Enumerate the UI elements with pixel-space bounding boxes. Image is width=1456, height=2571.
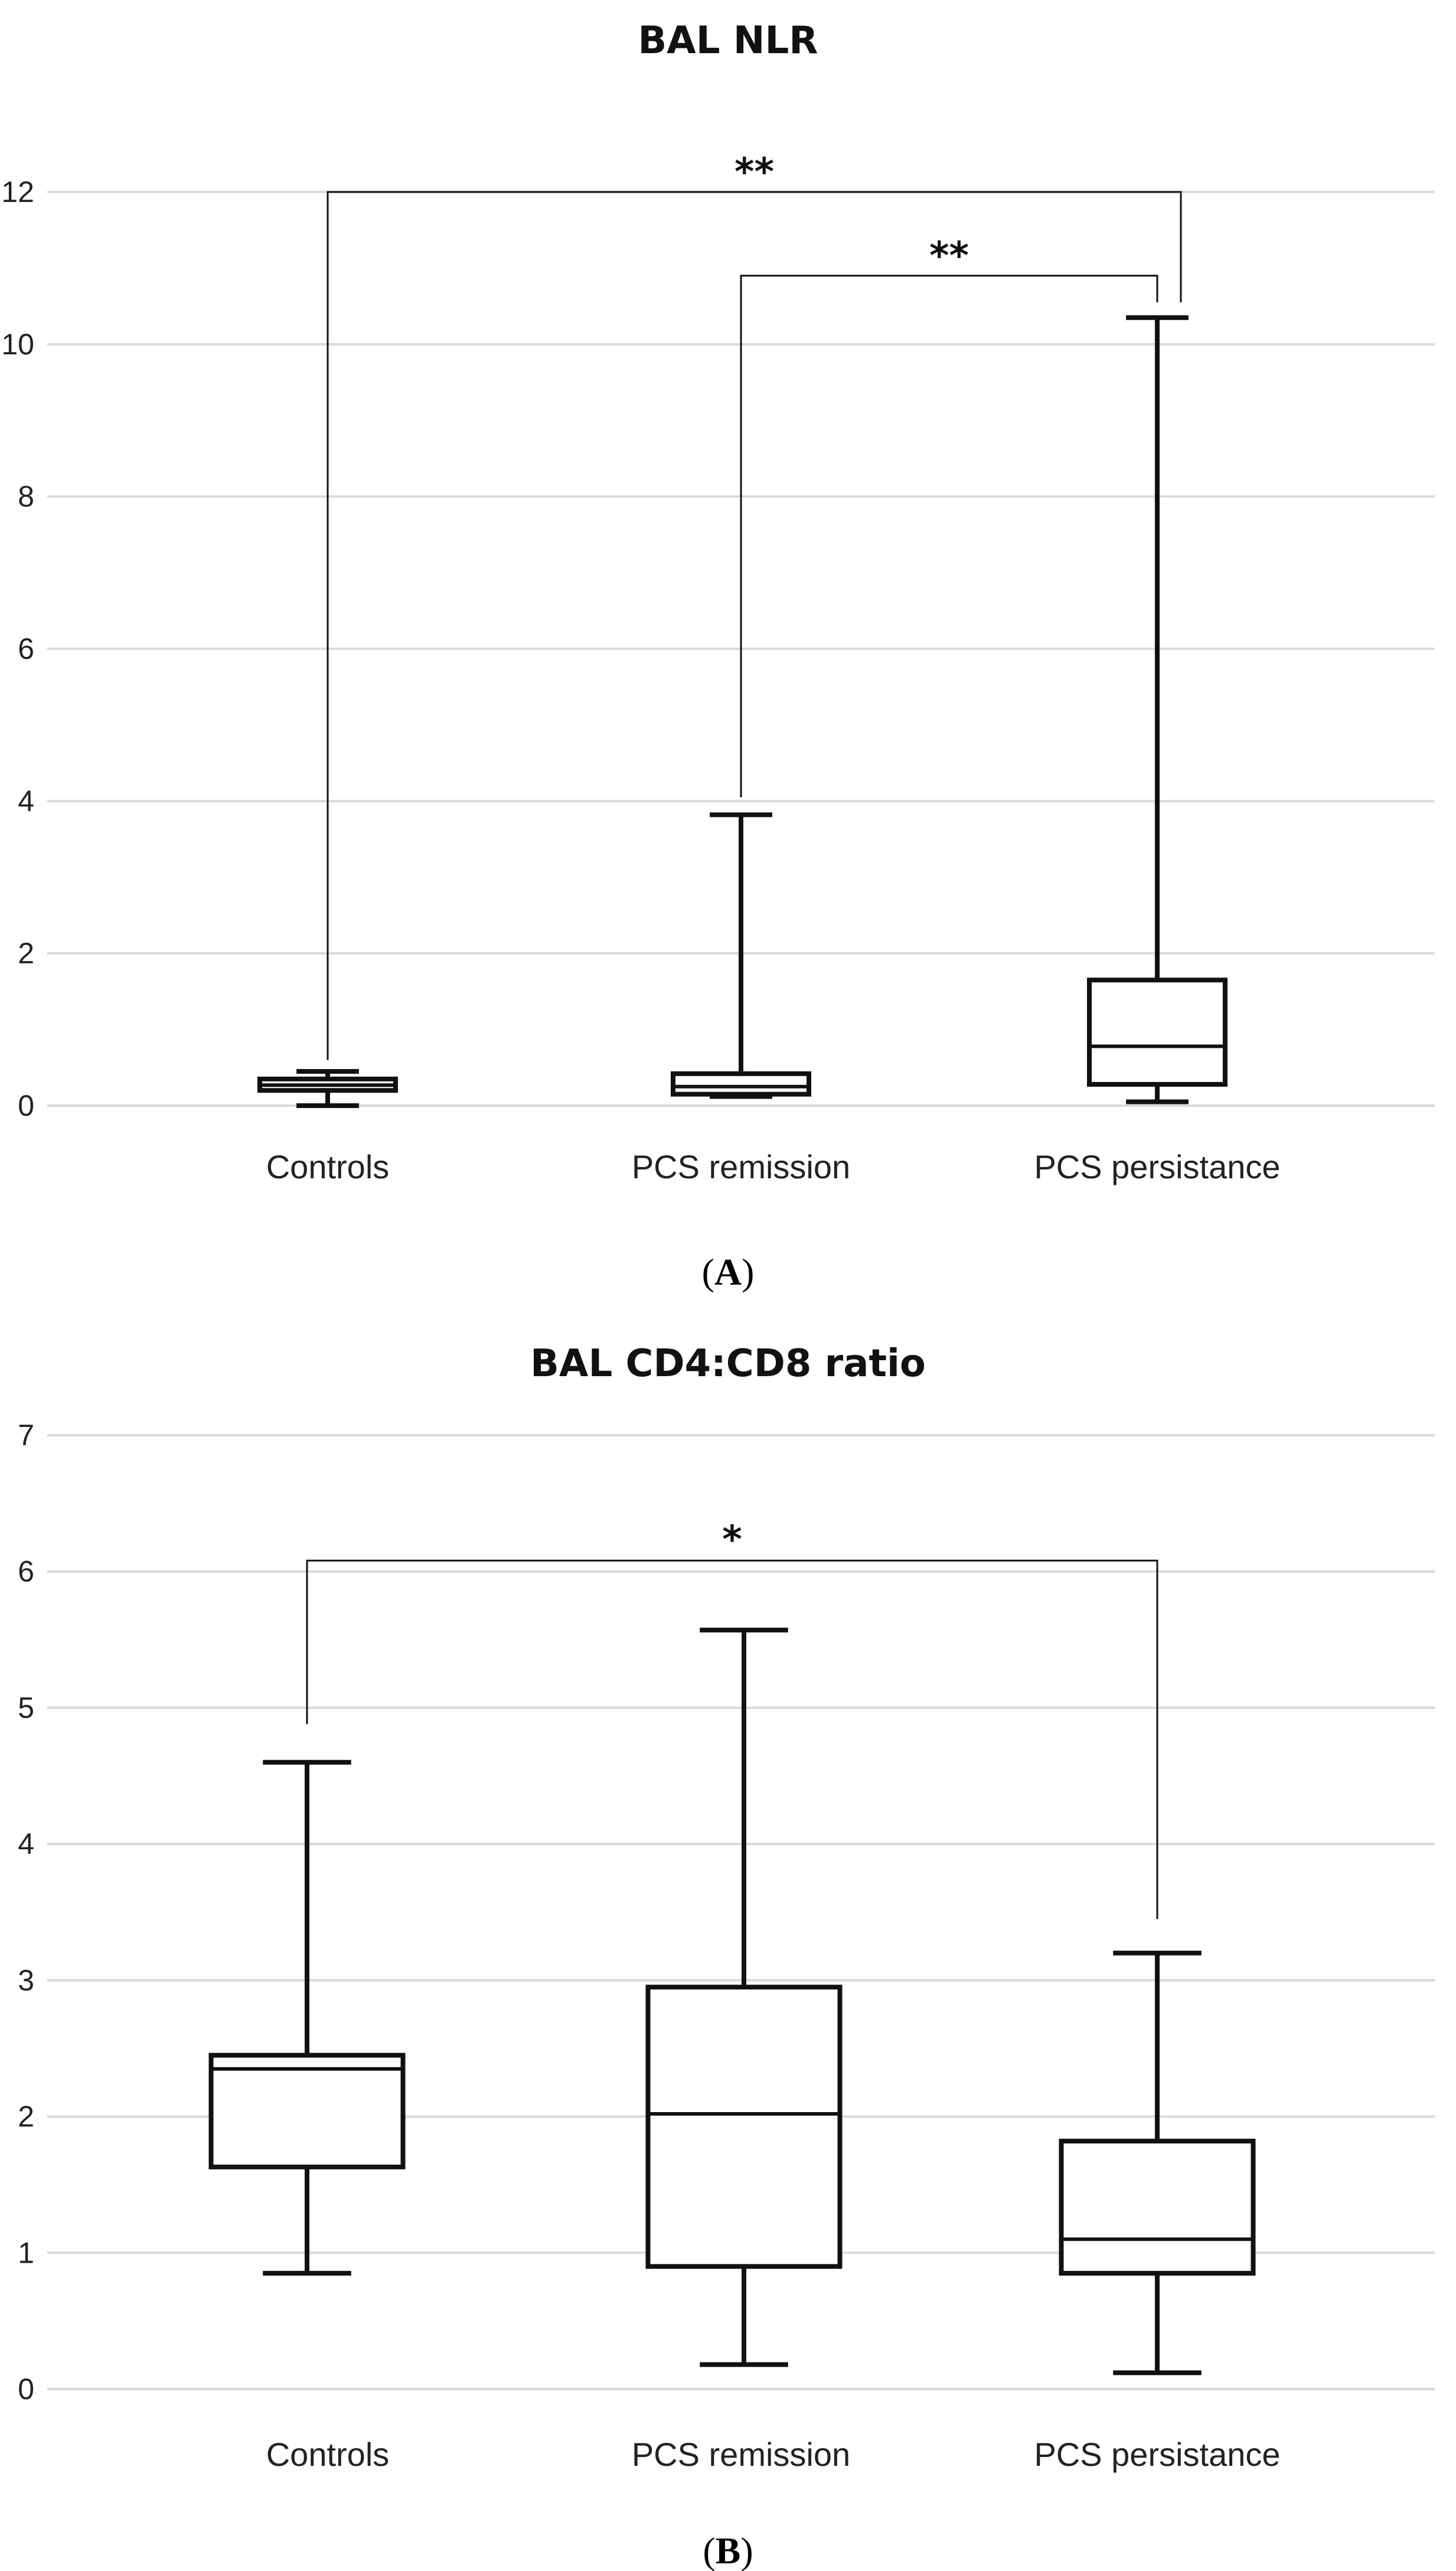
y-tick-label: 4 — [18, 1827, 34, 1860]
chart-b-boxes — [208, 1627, 1256, 2376]
y-tick-label: 4 — [18, 784, 34, 817]
chart-b-significance: * — [306, 1518, 1158, 1920]
chart-a-boxes — [257, 315, 1228, 1108]
category-label: PCS remission — [632, 1148, 850, 1185]
significance-label: * — [722, 1518, 742, 1562]
chart-b-x-axis: Controls PCS remission PCS persistance — [266, 2436, 1281, 2473]
iqr-box — [645, 1985, 843, 2269]
chart-b: BAL CD4:CD8 ratio 0 1 2 3 4 5 6 7 * Controls PC… — [18, 1342, 1435, 2473]
chart-a-y-axis: 0 2 4 6 8 10 12 — [1, 175, 34, 1122]
chart-a-x-axis: Controls PCS remission PCS persistance — [266, 1148, 1281, 1185]
box-group — [208, 1759, 406, 2276]
y-tick-label: 6 — [18, 633, 34, 666]
category-label: PCS persistance — [1034, 2436, 1280, 2473]
iqr-box — [1087, 977, 1228, 1087]
significance-bracket — [306, 1559, 1158, 1920]
y-tick-label: 0 — [18, 2373, 34, 2406]
y-tick-label: 2 — [18, 937, 34, 970]
significance-bracket — [327, 191, 1182, 1060]
y-tick-label: 1 — [18, 2236, 34, 2269]
chart-b-y-axis: 0 1 2 3 4 5 6 7 — [18, 1419, 34, 2406]
y-tick-label: 8 — [18, 480, 34, 513]
y-tick-label: 7 — [18, 1419, 34, 1452]
y-tick-label: 10 — [1, 328, 34, 361]
category-label: PCS persistance — [1034, 1148, 1280, 1185]
chart-a-title: BAL NLR — [638, 19, 818, 63]
box-group — [671, 812, 811, 1099]
significance-label: ** — [929, 234, 969, 278]
y-tick-label: 5 — [18, 1691, 34, 1724]
y-tick-label: 12 — [1, 175, 34, 208]
significance-label: ** — [734, 151, 774, 194]
significance-bracket — [740, 275, 1158, 797]
chart-a-significance: ** ** — [327, 151, 1182, 1060]
category-label: PCS remission — [632, 2436, 850, 2473]
box-group — [645, 1627, 843, 2367]
chart-b-title: BAL CD4:CD8 ratio — [530, 1342, 926, 1386]
panel-label-a: (A) — [702, 1251, 755, 1293]
iqr-box — [208, 2052, 406, 2169]
y-tick-label: 3 — [18, 1964, 34, 1997]
y-tick-label: 0 — [18, 1089, 34, 1122]
panel-label-b: (B) — [703, 2530, 753, 2571]
chart-a: BAL NLR 0 2 4 6 8 10 12 ** ** Controls PCS remi… — [1, 19, 1435, 1185]
category-label: Controls — [266, 2436, 390, 2473]
box-group — [1059, 1950, 1256, 2376]
y-tick-label: 2 — [18, 2100, 34, 2133]
box-group — [257, 1068, 398, 1108]
box-group — [1087, 315, 1228, 1104]
iqr-box — [671, 1071, 811, 1097]
category-label: Controls — [266, 1148, 390, 1185]
iqr-box — [1059, 2139, 1256, 2276]
y-tick-label: 6 — [18, 1555, 34, 1588]
